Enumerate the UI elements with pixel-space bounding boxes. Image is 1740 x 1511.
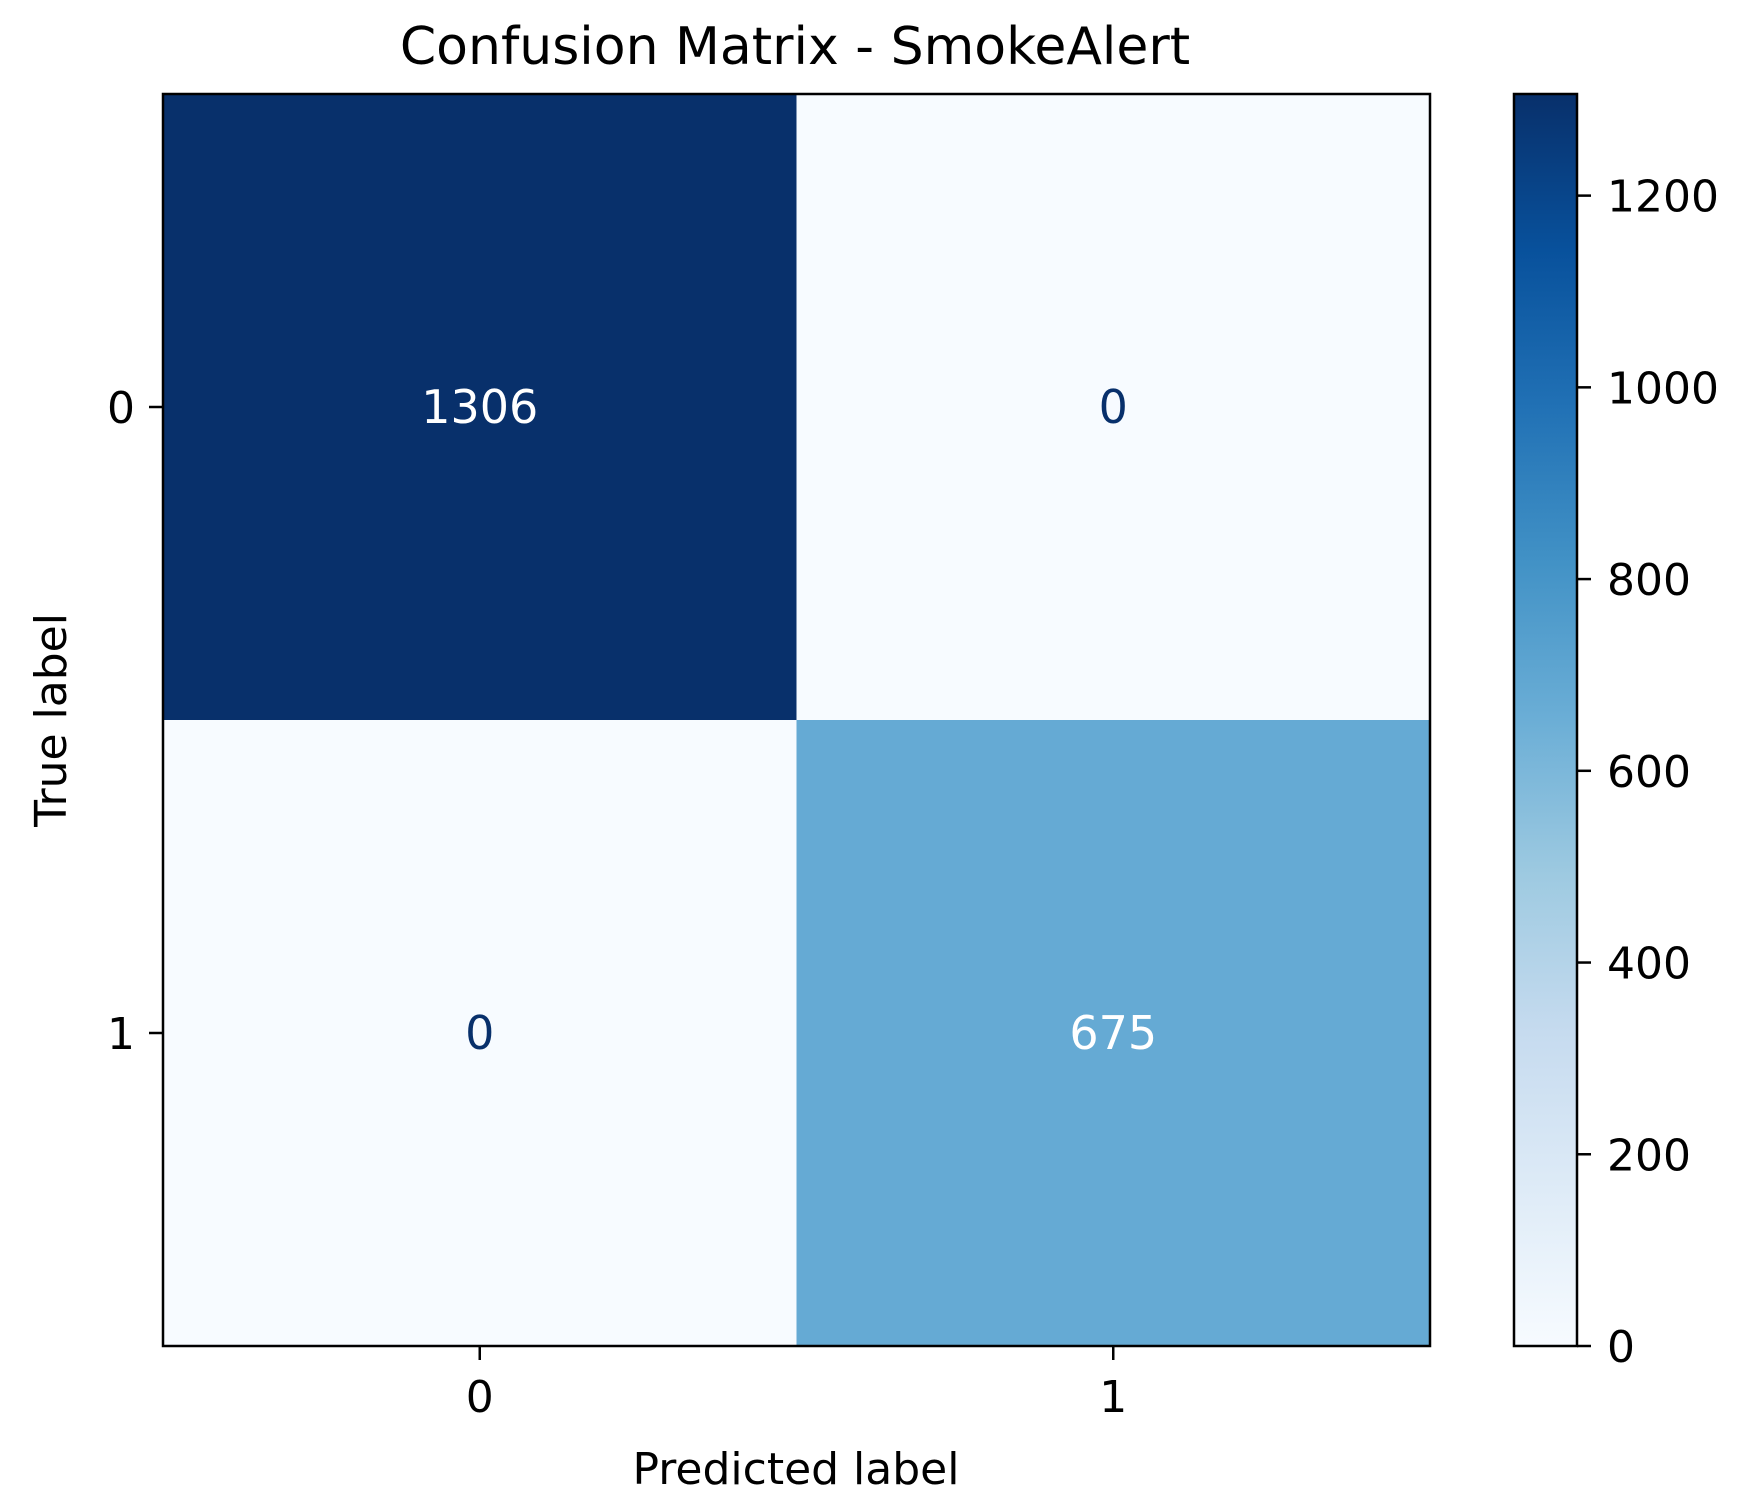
matrix-cell-1-0 [163, 720, 797, 1347]
colorbar-tick-label: 800 [1607, 555, 1691, 606]
matrix-cell-labels: 1306 0 0 675 [421, 380, 1157, 1060]
matrix-cell-value-1-0: 0 [465, 1006, 494, 1060]
x-tick-label: 1 [1099, 1372, 1127, 1423]
colorbar-ticks: 0 200 400 600 800 1000 1200 [1577, 172, 1719, 1373]
matrix-cells [163, 94, 1431, 1347]
y-tick-label: 1 [107, 1009, 135, 1060]
colorbar-tick-label: 400 [1607, 939, 1691, 990]
colorbar-tick-label: 600 [1607, 747, 1691, 798]
x-axis-label: Predicted label [633, 1444, 960, 1495]
matrix-cell-0-0 [163, 94, 797, 721]
x-tick-label: 0 [466, 1372, 494, 1423]
colorbar-tick-label: 1200 [1607, 172, 1719, 223]
matrix-cell-0-1 [796, 94, 1431, 721]
y-tick-label: 0 [107, 383, 135, 434]
plot-frame [161, 92, 1432, 1348]
colorbar-tick-label: 1000 [1607, 363, 1719, 414]
matrix-cell-value-0-0: 1306 [421, 380, 538, 434]
colorbar [1512, 92, 1579, 1348]
chart-title: Confusion Matrix - SmokeAlert [400, 17, 1190, 77]
matrix-cell-1-1 [796, 720, 1431, 1347]
y-axis-ticks: 01 [107, 383, 163, 1060]
y-axis-label: True label [26, 613, 77, 828]
matrix-cell-value-1-1: 675 [1069, 1006, 1157, 1060]
matrix-cell-value-0-1: 0 [1099, 380, 1128, 434]
colorbar-tick-label: 200 [1607, 1130, 1691, 1181]
colorbar-tick-label: 0 [1607, 1322, 1635, 1373]
